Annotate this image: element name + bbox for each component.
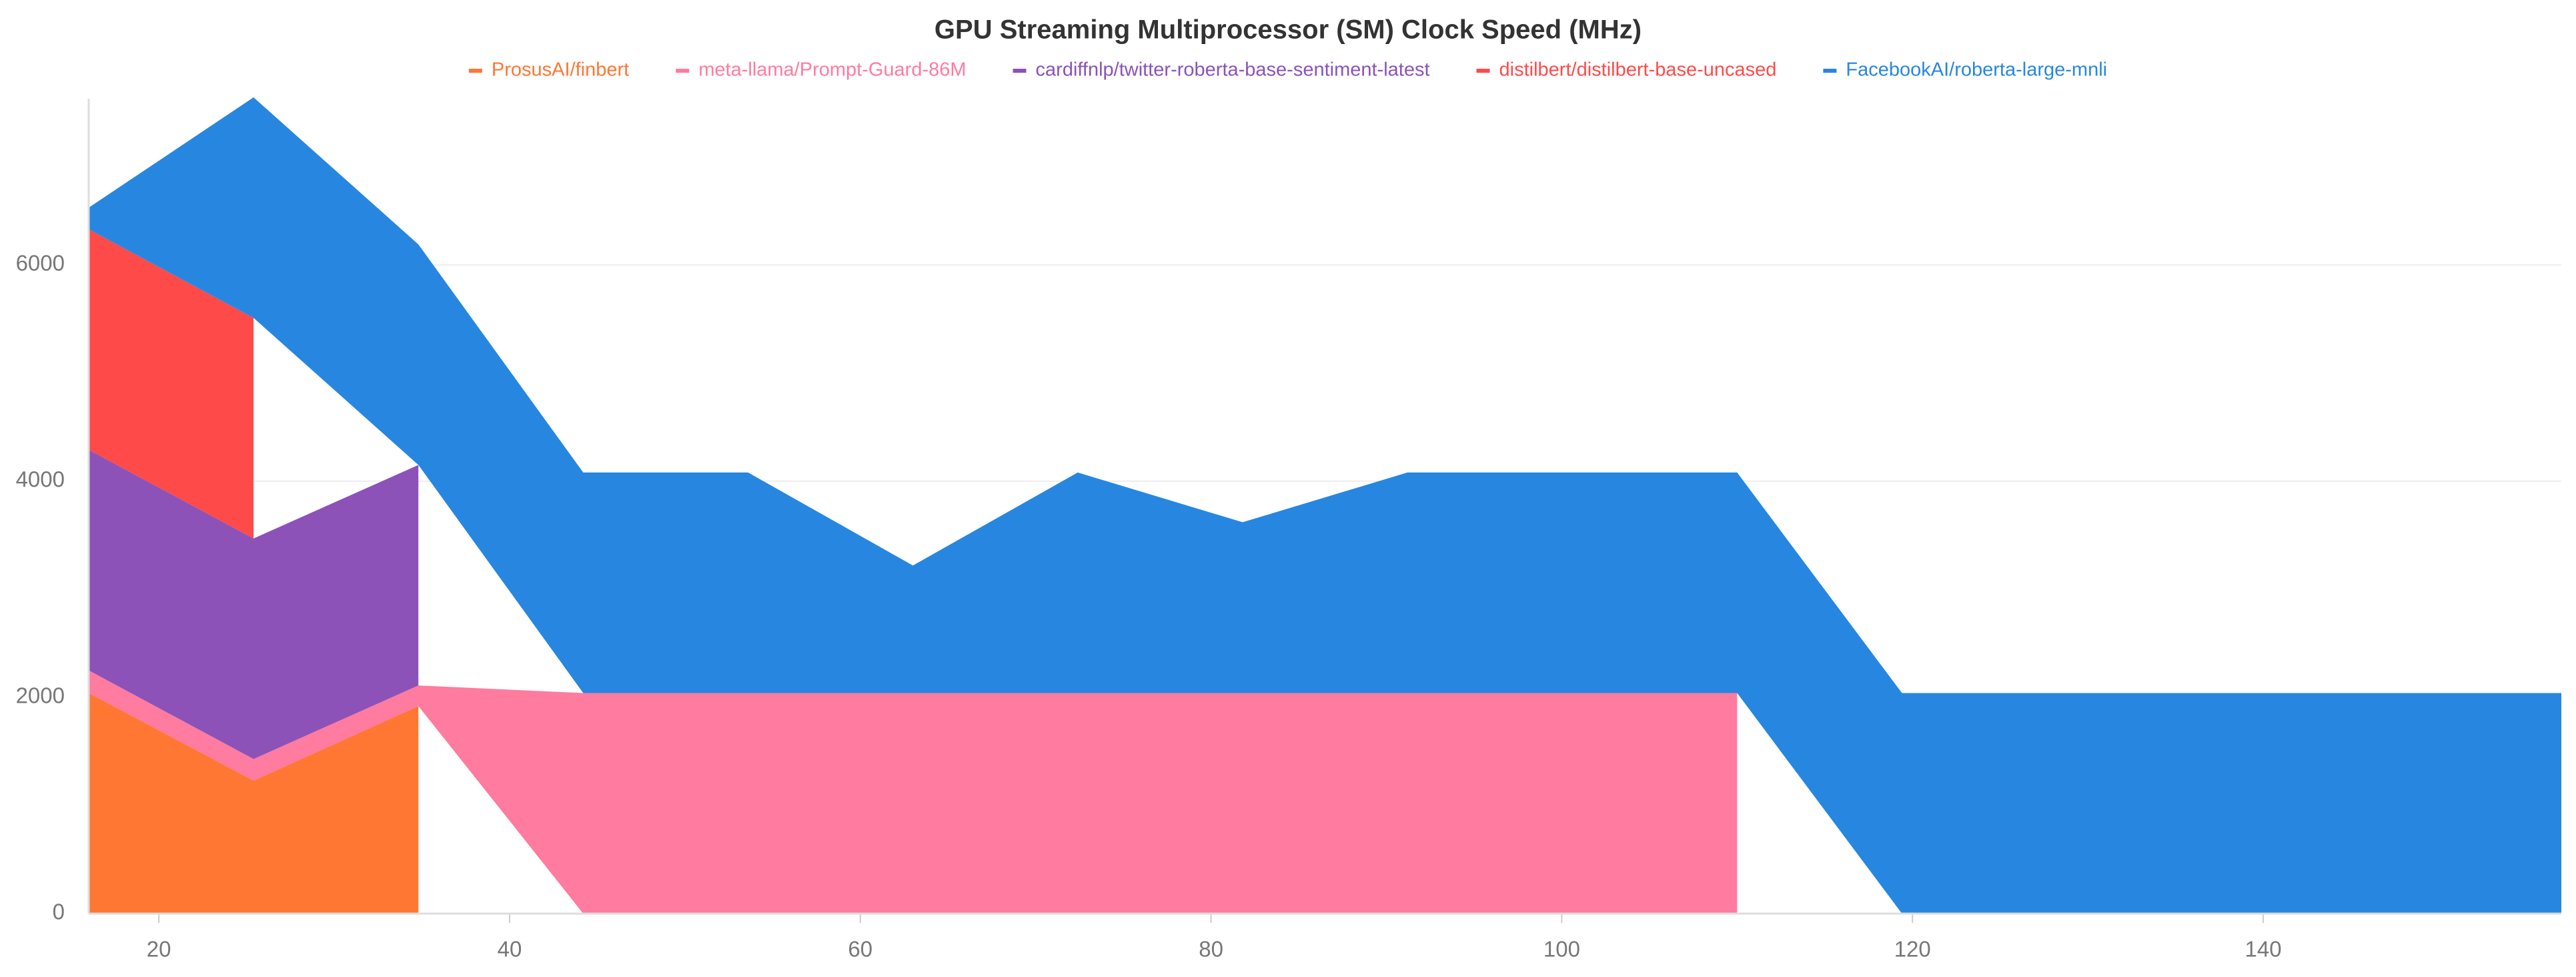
legend: ProsusAI/finbert meta-llama/Prompt-Guard-… <box>468 59 2107 81</box>
legend-label: ProsusAI/finbert <box>492 59 629 81</box>
chart-title: GPU Streaming Multiprocessor (SM) Clock … <box>934 15 1642 45</box>
area <box>89 229 254 539</box>
y-tick-label: 4000 <box>16 467 65 492</box>
x-tick-label: 60 <box>848 937 872 962</box>
area <box>89 97 2561 914</box>
legend-label: cardiffnlp/twitter-roberta-base-sentimen… <box>1036 59 1430 81</box>
legend-label: FacebookAI/roberta-large-mnli <box>1846 59 2107 81</box>
legend-label: distilbert/distilbert-base-uncased <box>1499 59 1777 81</box>
x-tick-label: 80 <box>1199 937 1223 962</box>
legend-label: meta-llama/Prompt-Guard-86M <box>698 59 966 81</box>
x-tick-label: 120 <box>1894 937 1931 962</box>
y-tick-label: 2000 <box>16 683 65 708</box>
y-tick-label: 6000 <box>16 251 65 276</box>
y-tick-label: 0 <box>53 900 65 924</box>
area <box>89 693 419 914</box>
area <box>89 450 419 759</box>
x-tick-label: 20 <box>147 937 171 962</box>
x-tick-label: 140 <box>2245 937 2282 962</box>
area <box>89 670 1738 914</box>
x-tick-label: 100 <box>1543 937 1580 962</box>
x-tick-label: 40 <box>498 937 522 962</box>
